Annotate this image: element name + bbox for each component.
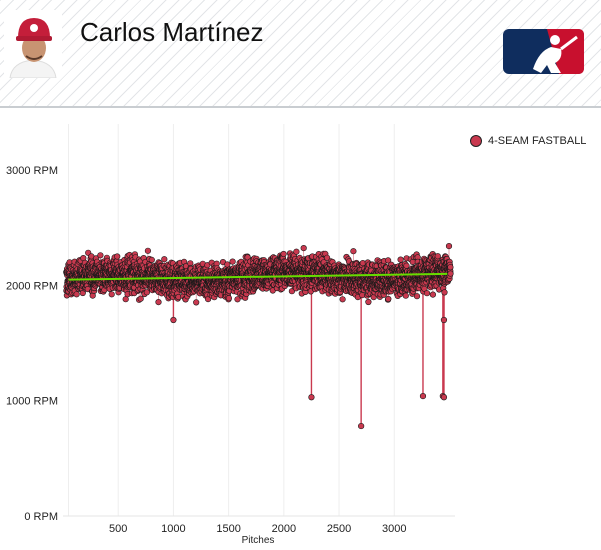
outlier-point[interactable]: [440, 394, 448, 401]
data-point[interactable]: [434, 253, 441, 260]
data-point[interactable]: [143, 289, 150, 296]
data-point[interactable]: [229, 258, 236, 265]
data-point[interactable]: [447, 264, 454, 271]
spin-rate-chart: 500 1000 1500 2000 2500 3000 0 RPM 1000 RPM 2000…: [0, 110, 601, 550]
data-point[interactable]: [300, 245, 307, 252]
data-point[interactable]: [413, 293, 421, 300]
outlier-point[interactable]: [308, 394, 315, 401]
data-point[interactable]: [73, 291, 80, 298]
player-name: Carlos Martínez: [80, 17, 264, 47]
y-tick-label: 2000 RPM: [6, 280, 58, 292]
outlier-point[interactable]: [170, 316, 177, 324]
x-tick-label: 2000: [272, 523, 296, 535]
data-point[interactable]: [148, 256, 155, 263]
data-point[interactable]: [441, 289, 448, 296]
x-tick-label: 1500: [216, 523, 240, 535]
data-point[interactable]: [224, 261, 231, 268]
data-point[interactable]: [403, 262, 410, 269]
data-point[interactable]: [155, 299, 162, 306]
data-point[interactable]: [385, 295, 392, 303]
outlier-point[interactable]: [419, 392, 427, 400]
data-point[interactable]: [280, 250, 287, 258]
x-tick-label: 1000: [161, 523, 185, 535]
chart-legend[interactable]: 4-SEAM FASTBALL: [470, 135, 586, 147]
data-point[interactable]: [429, 291, 437, 298]
outlier-point[interactable]: [358, 422, 365, 430]
data-point[interactable]: [108, 291, 115, 298]
data-point[interactable]: [402, 292, 409, 299]
data-point[interactable]: [445, 243, 453, 250]
data-point[interactable]: [161, 256, 168, 263]
player-headshot-icon: [4, 10, 62, 78]
scatter-plot: 500 1000 1500 2000 2500 3000 0 RPM 1000 RPM 2000…: [6, 124, 455, 546]
data-point[interactable]: [423, 290, 431, 297]
data-point[interactable]: [447, 270, 454, 277]
data-point[interactable]: [144, 247, 151, 254]
y-tick-label: 1000 RPM: [6, 396, 58, 408]
data-point[interactable]: [293, 248, 300, 255]
legend-marker-icon: [470, 135, 482, 147]
data-point[interactable]: [137, 295, 144, 302]
y-tick-label: 0 RPM: [24, 511, 58, 523]
player-header: Carlos Martínez: [0, 0, 601, 108]
data-point[interactable]: [97, 252, 104, 259]
mlb-logo-icon: [503, 29, 584, 74]
data-point[interactable]: [234, 296, 241, 303]
x-axis-title: Pitches: [242, 535, 275, 546]
x-tick-label: 2500: [327, 523, 351, 535]
y-tick-label: 3000 RPM: [6, 165, 58, 177]
x-tick-label: 3000: [382, 523, 406, 535]
data-point[interactable]: [365, 298, 372, 306]
legend-label: 4-SEAM FASTBALL: [488, 135, 587, 147]
data-point[interactable]: [397, 256, 404, 263]
outlier-point[interactable]: [440, 316, 448, 324]
data-point[interactable]: [339, 296, 346, 303]
data-point[interactable]: [193, 299, 200, 306]
data-point[interactable]: [350, 248, 357, 255]
data-point[interactable]: [114, 253, 121, 260]
x-tick-label: 500: [109, 523, 127, 535]
data-point[interactable]: [225, 295, 232, 302]
